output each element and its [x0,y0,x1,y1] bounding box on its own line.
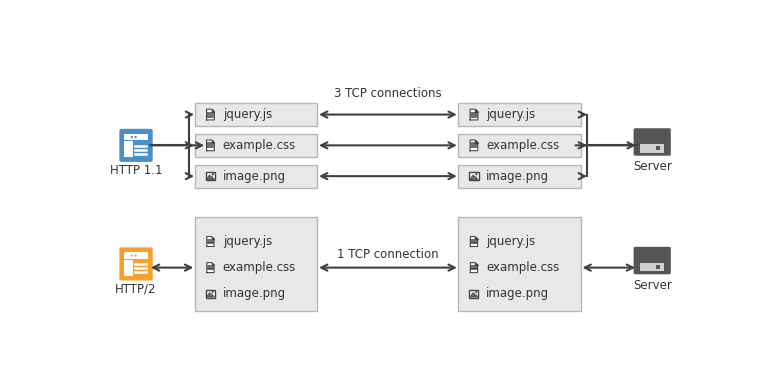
Bar [640,263,664,271]
Circle shape [211,291,214,293]
FancyBboxPatch shape [633,128,671,156]
FancyBboxPatch shape [458,103,581,126]
Circle shape [131,254,133,257]
Polygon shape [475,236,477,239]
FancyBboxPatch shape [458,165,581,188]
Polygon shape [211,140,214,143]
Text: example.css: example.css [486,261,560,274]
Text: jquery.js: jquery.js [223,108,272,121]
Bar [124,141,133,157]
FancyBboxPatch shape [458,217,581,311]
Circle shape [131,136,133,138]
FancyBboxPatch shape [458,134,581,157]
Polygon shape [207,262,214,273]
Text: Server: Server [633,160,672,173]
Text: image.png: image.png [223,287,286,300]
Polygon shape [207,109,214,120]
Circle shape [475,291,477,293]
Polygon shape [470,262,477,273]
Text: jquery.js: jquery.js [223,235,272,248]
Circle shape [475,173,477,176]
Bar [124,134,148,140]
Polygon shape [470,109,478,120]
Polygon shape [470,175,478,180]
Text: example.css: example.css [486,139,560,152]
FancyBboxPatch shape [119,247,152,280]
Text: HTTP/2: HTTP/2 [116,282,157,295]
Bar [656,146,660,150]
Text: example.css: example.css [223,261,296,274]
Bar [469,172,479,181]
Text: image.png: image.png [486,287,549,300]
Bar [640,144,664,152]
Text: HTTP 1.1: HTTP 1.1 [110,164,162,177]
Text: Server: Server [633,278,672,292]
Polygon shape [211,236,214,239]
Bar [470,290,479,298]
Polygon shape [475,140,478,143]
Polygon shape [470,236,477,246]
Text: jquery.js: jquery.js [486,108,535,121]
FancyBboxPatch shape [119,129,152,162]
Text: 3 TCP connections: 3 TCP connections [334,87,442,100]
Text: example.css: example.css [223,139,296,152]
Polygon shape [207,293,214,297]
Circle shape [134,136,137,138]
Polygon shape [475,262,477,265]
Text: jquery.js: jquery.js [486,235,535,248]
Bar [656,265,660,269]
FancyBboxPatch shape [195,134,317,157]
FancyBboxPatch shape [195,217,317,311]
Circle shape [211,173,214,176]
Polygon shape [470,293,478,297]
Circle shape [134,254,137,257]
Polygon shape [207,140,214,151]
Polygon shape [207,236,214,246]
FancyBboxPatch shape [195,103,317,126]
Bar [133,260,148,276]
Polygon shape [475,109,478,112]
Text: 1 TCP connection: 1 TCP connection [337,248,439,261]
Bar [124,260,133,276]
FancyBboxPatch shape [633,247,671,274]
FancyBboxPatch shape [195,165,317,188]
Bar [133,141,148,157]
Text: image.png: image.png [486,170,549,183]
Polygon shape [206,175,214,180]
Bar [206,290,215,298]
Polygon shape [211,109,214,112]
Polygon shape [470,140,478,151]
Text: image.png: image.png [223,170,286,183]
Bar [124,252,148,259]
Polygon shape [211,262,214,265]
Bar [205,172,215,181]
